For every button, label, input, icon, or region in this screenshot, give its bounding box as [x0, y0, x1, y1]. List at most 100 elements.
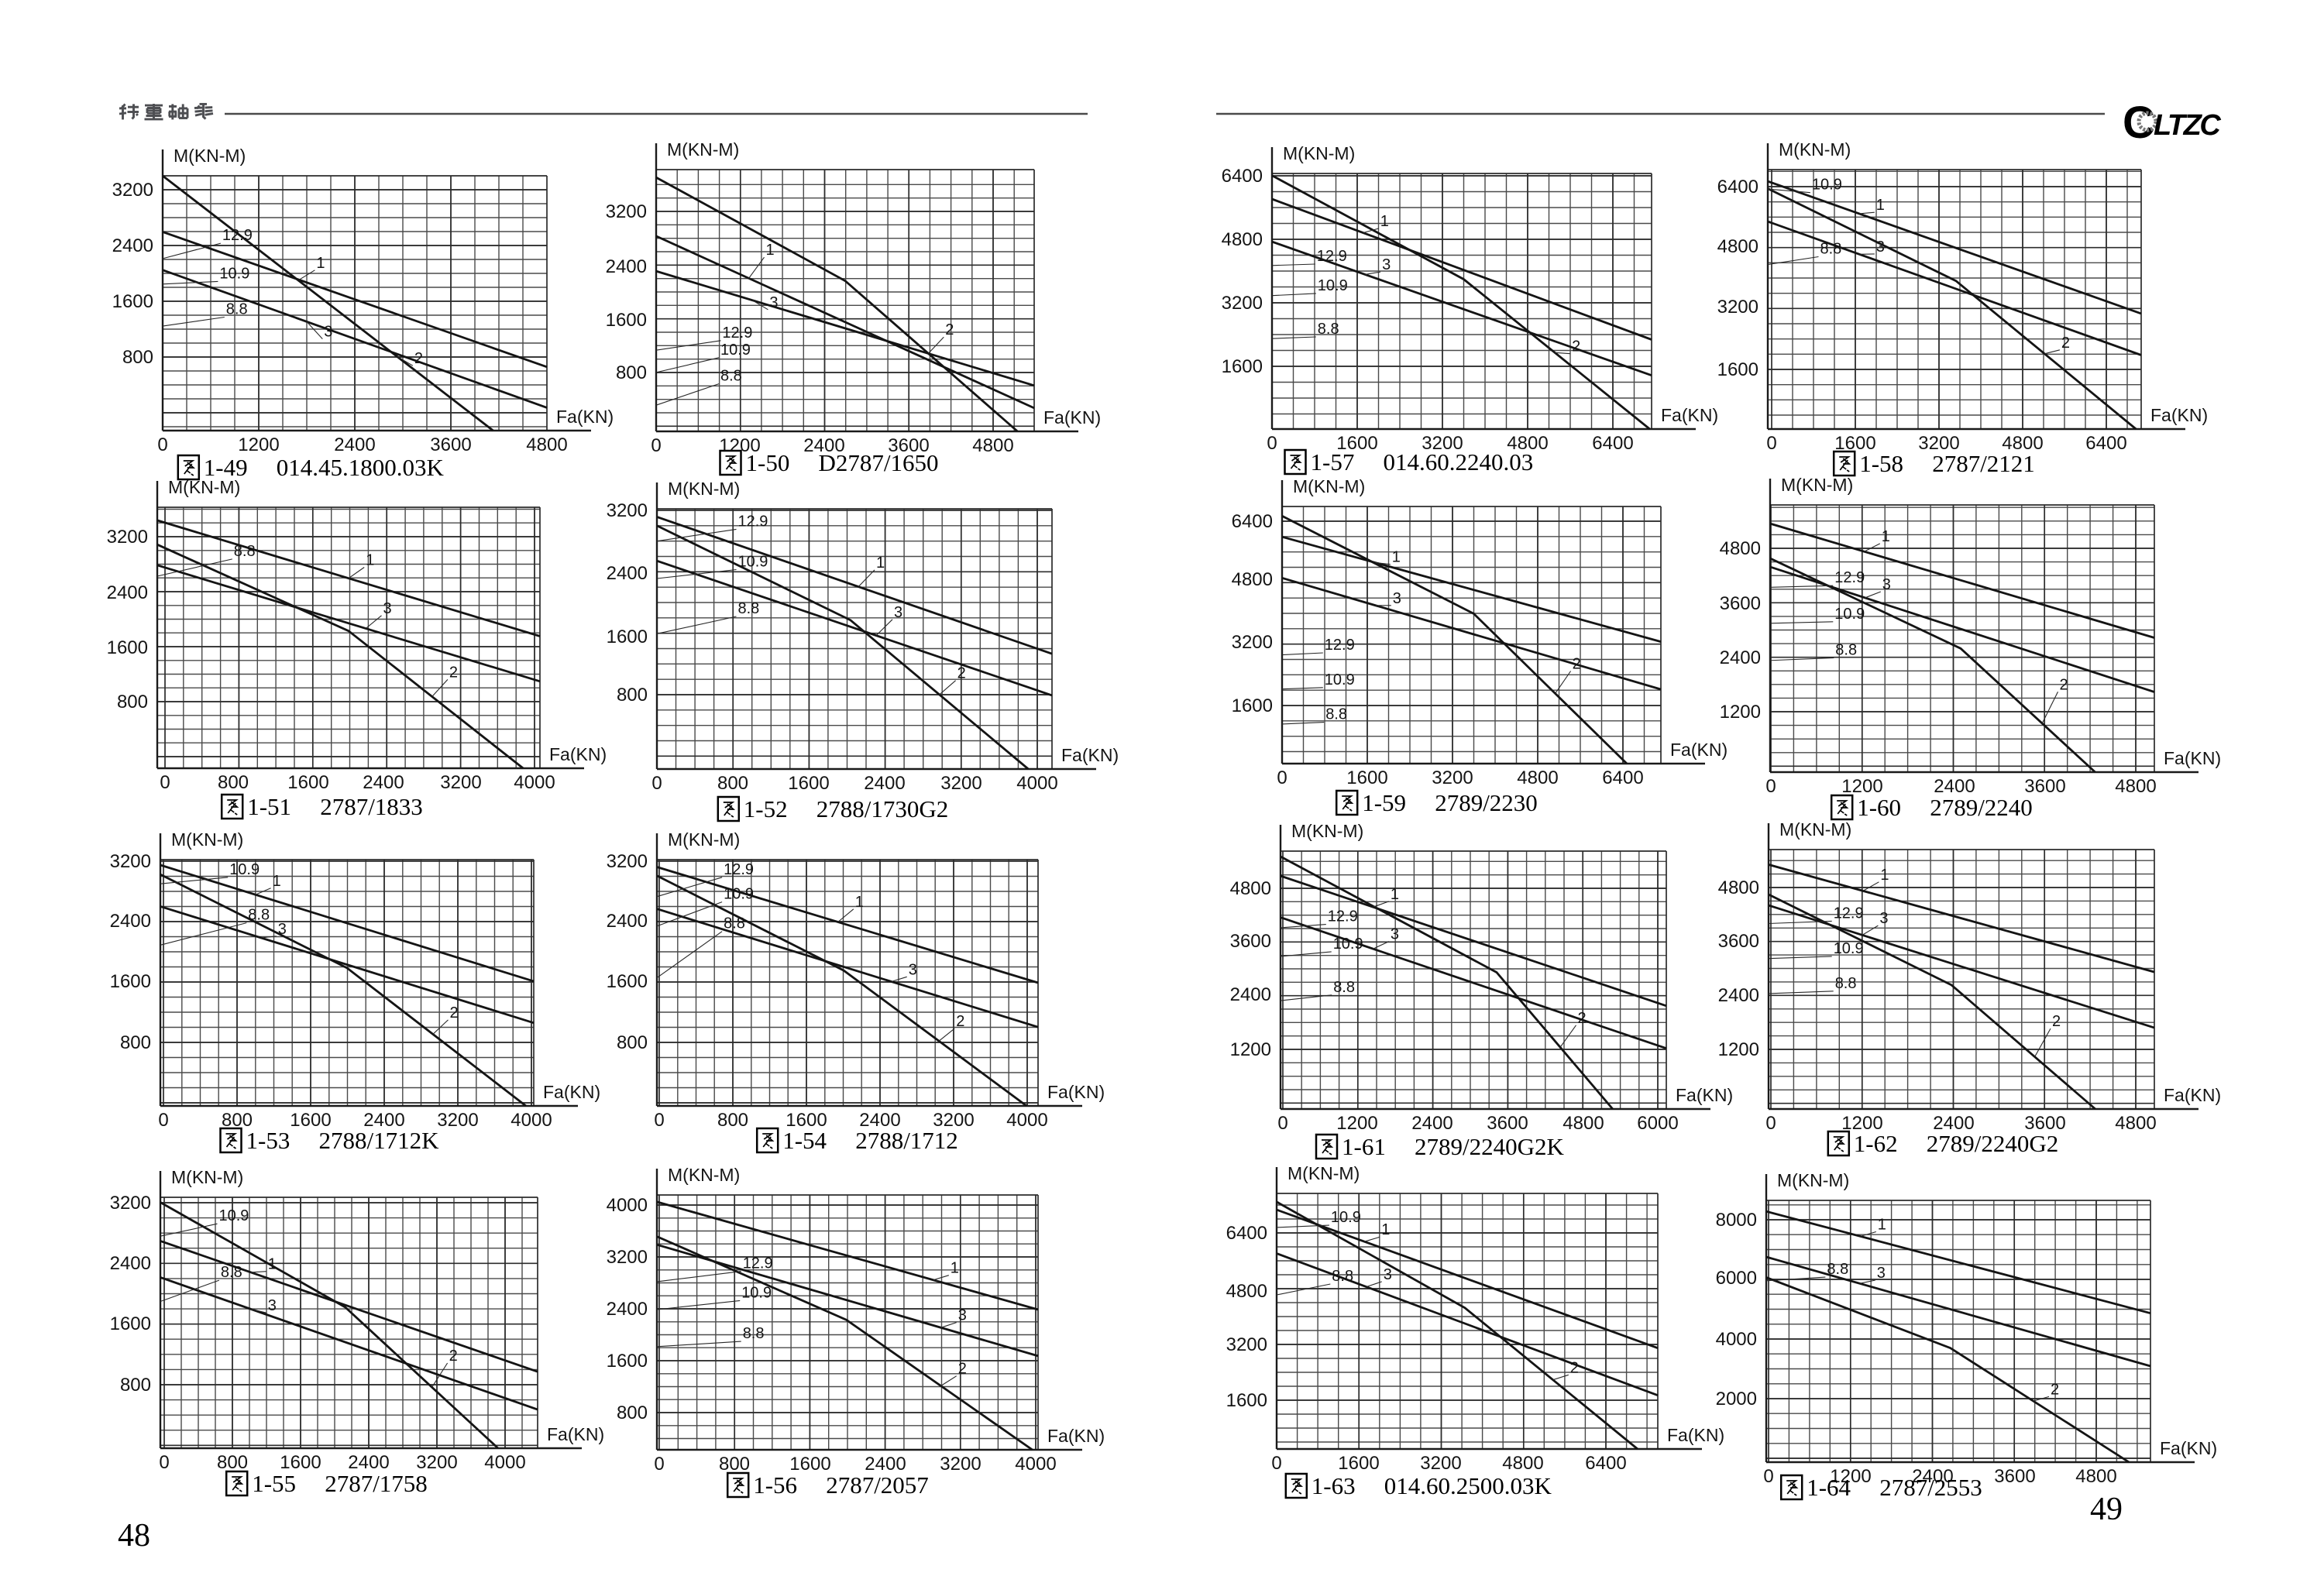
svg-text:3: 3: [268, 1297, 277, 1314]
svg-text:3200: 3200: [112, 180, 153, 201]
svg-text:12.9: 12.9: [724, 861, 754, 878]
svg-text:6400: 6400: [1592, 433, 1633, 454]
svg-text:12.9: 12.9: [722, 324, 752, 342]
svg-text:2787/1758: 2787/1758: [325, 1470, 428, 1497]
svg-text:2400: 2400: [859, 1110, 900, 1131]
svg-text:2: 2: [958, 1361, 967, 1378]
svg-text:800: 800: [120, 1375, 151, 1396]
svg-text:Fa(KN): Fa(KN): [556, 407, 614, 427]
svg-text:0: 0: [158, 1110, 168, 1131]
svg-text:1: 1: [876, 555, 885, 572]
svg-text:4800: 4800: [1502, 1453, 1543, 1474]
svg-text:3: 3: [1879, 910, 1888, 927]
svg-text:0: 0: [1277, 1113, 1287, 1134]
svg-text:2: 2: [449, 664, 458, 681]
svg-text:3: 3: [1382, 256, 1391, 273]
svg-text:12.9: 12.9: [743, 1255, 773, 1272]
svg-text:12.9: 12.9: [1834, 569, 1865, 586]
svg-text:4000: 4000: [484, 1452, 525, 1473]
svg-text:800: 800: [120, 1032, 151, 1053]
svg-text:800: 800: [719, 1454, 750, 1475]
svg-text:4800: 4800: [1230, 878, 1271, 899]
svg-text:1: 1: [316, 255, 325, 272]
svg-text:1-52: 1-52: [744, 795, 788, 822]
svg-text:3600: 3600: [1230, 931, 1271, 952]
svg-text:1200: 1200: [1830, 1466, 1871, 1487]
svg-text:3200: 3200: [1232, 632, 1273, 653]
svg-text:2789/2240G2: 2789/2240G2: [1927, 1130, 2059, 1157]
svg-text:1600: 1600: [789, 1454, 830, 1475]
svg-text:800: 800: [122, 347, 153, 368]
svg-text:014.60.2240.03: 014.60.2240.03: [1384, 448, 1534, 476]
svg-text:1-49: 1-49: [204, 454, 248, 481]
svg-text:Fa(KN): Fa(KN): [2164, 748, 2221, 768]
svg-text:3200: 3200: [940, 773, 982, 794]
svg-text:4800: 4800: [2115, 1113, 2156, 1134]
svg-text:12.9: 12.9: [1317, 248, 1347, 265]
svg-text:3600: 3600: [1994, 1466, 2035, 1487]
svg-text:2787/2121: 2787/2121: [1932, 450, 2035, 477]
svg-text:4000: 4000: [1015, 1454, 1056, 1475]
svg-text:1200: 1200: [1230, 1039, 1271, 1060]
svg-text:3600: 3600: [1718, 931, 1759, 952]
svg-text:8.8: 8.8: [720, 368, 742, 385]
svg-text:12.9: 12.9: [222, 227, 253, 244]
svg-text:2: 2: [1578, 1010, 1587, 1027]
svg-text:3600: 3600: [2024, 1113, 2065, 1134]
svg-text:1-59: 1-59: [1362, 789, 1406, 816]
svg-text:2: 2: [945, 321, 954, 338]
svg-text:1600: 1600: [110, 1313, 151, 1334]
svg-text:1: 1: [766, 242, 775, 259]
svg-text:1: 1: [1380, 213, 1389, 230]
svg-text:1-54: 1-54: [782, 1127, 827, 1154]
svg-text:1-63: 1-63: [1312, 1472, 1356, 1499]
svg-text:2787/1833: 2787/1833: [320, 793, 423, 820]
svg-text:M(KN-M): M(KN-M): [1287, 1163, 1360, 1183]
svg-text:2400: 2400: [334, 434, 375, 455]
svg-text:1-53: 1-53: [246, 1127, 290, 1154]
svg-text:3: 3: [1876, 239, 1885, 256]
svg-text:2: 2: [414, 350, 423, 367]
svg-text:1-55: 1-55: [252, 1470, 296, 1497]
svg-text:10.9: 10.9: [1333, 936, 1363, 953]
svg-text:1: 1: [951, 1260, 959, 1277]
svg-text:3: 3: [278, 921, 287, 938]
svg-text:3600: 3600: [430, 434, 471, 455]
svg-text:4800: 4800: [1563, 1113, 1604, 1134]
svg-text:4800: 4800: [1718, 877, 1759, 898]
svg-text:3200: 3200: [1422, 433, 1463, 454]
svg-text:8.8: 8.8: [1827, 1261, 1848, 1278]
svg-text:6400: 6400: [1602, 767, 1643, 788]
svg-text:0: 0: [654, 1454, 664, 1475]
svg-text:2: 2: [956, 1013, 964, 1030]
svg-text:2: 2: [2061, 335, 2070, 352]
svg-text:3600: 3600: [2024, 776, 2065, 797]
svg-text:1200: 1200: [238, 434, 279, 455]
svg-text:1600: 1600: [788, 773, 829, 794]
svg-text:1200: 1200: [1718, 1039, 1759, 1060]
svg-text:2400: 2400: [803, 435, 844, 456]
svg-text:6000: 6000: [1716, 1268, 1757, 1289]
svg-text:800: 800: [717, 773, 748, 794]
svg-text:0: 0: [1271, 1453, 1281, 1474]
svg-text:Fa(KN): Fa(KN): [543, 1082, 600, 1102]
svg-text:2787/2553: 2787/2553: [1879, 1474, 1982, 1501]
svg-text:2789/2240G2K: 2789/2240G2K: [1415, 1133, 1565, 1160]
svg-text:0: 0: [1277, 767, 1287, 788]
svg-text:3: 3: [1393, 590, 1401, 607]
svg-text:8.8: 8.8: [1333, 979, 1355, 996]
svg-text:800: 800: [616, 362, 647, 383]
svg-text:10.9: 10.9: [1331, 1209, 1361, 1226]
svg-text:1: 1: [1878, 1217, 1886, 1234]
svg-text:10.9: 10.9: [724, 886, 754, 903]
svg-text:4800: 4800: [1507, 433, 1548, 454]
svg-text:6400: 6400: [1226, 1223, 1267, 1244]
svg-text:3200: 3200: [940, 1454, 981, 1475]
svg-text:2400: 2400: [1411, 1113, 1452, 1134]
svg-text:4800: 4800: [2002, 433, 2043, 454]
svg-text:2: 2: [449, 1348, 458, 1365]
svg-text:014.60.2500.03K: 014.60.2500.03K: [1384, 1472, 1552, 1499]
svg-text:2: 2: [1570, 1359, 1579, 1376]
svg-text:1: 1: [1880, 867, 1889, 884]
svg-text:2400: 2400: [107, 582, 148, 603]
